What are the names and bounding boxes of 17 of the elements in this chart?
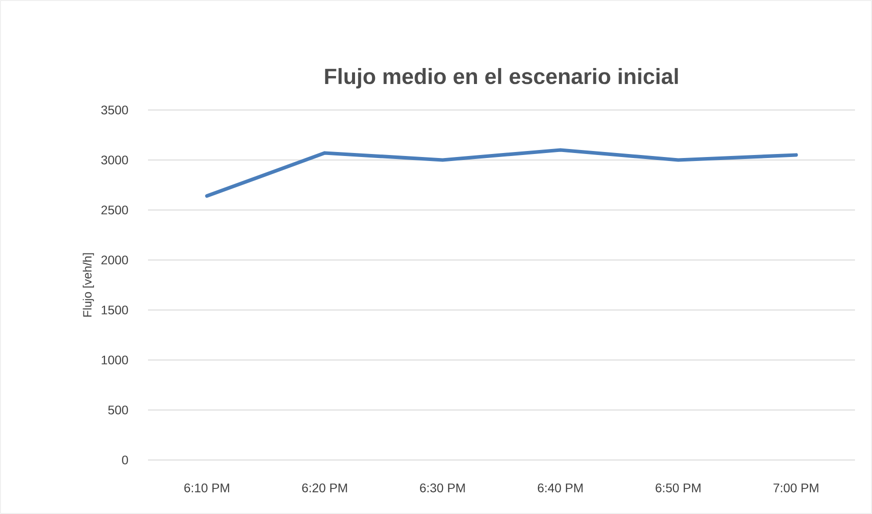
x-tick-label: 7:00 PM: [774, 484, 818, 492]
line-series: [205, 148, 798, 198]
x-tick-label: 6:30 PM: [420, 484, 465, 492]
y-tick-label: 2000: [101, 256, 128, 264]
x-tick-label: 6:20 PM: [302, 484, 347, 492]
y-tick-label: 1000: [102, 356, 128, 364]
y-tick-label: 0: [122, 456, 128, 464]
y-tick-label: 3500: [101, 106, 128, 114]
y-tick-label: 2500: [101, 206, 128, 214]
x-tick-label: 6:50 PM: [656, 484, 700, 492]
chart-title: Flujo medio en el escenario inicial: [325, 68, 678, 88]
y-tick-label: 3000: [101, 156, 128, 164]
y-tick-label: 1500: [102, 306, 128, 314]
y-tick-label: 500: [108, 406, 128, 414]
x-tick-label: 6:40 PM: [538, 484, 583, 492]
y-axis-title: Flujo [veh/h]: [82, 253, 94, 317]
x-tick-label: 6:10 PM: [184, 484, 230, 492]
